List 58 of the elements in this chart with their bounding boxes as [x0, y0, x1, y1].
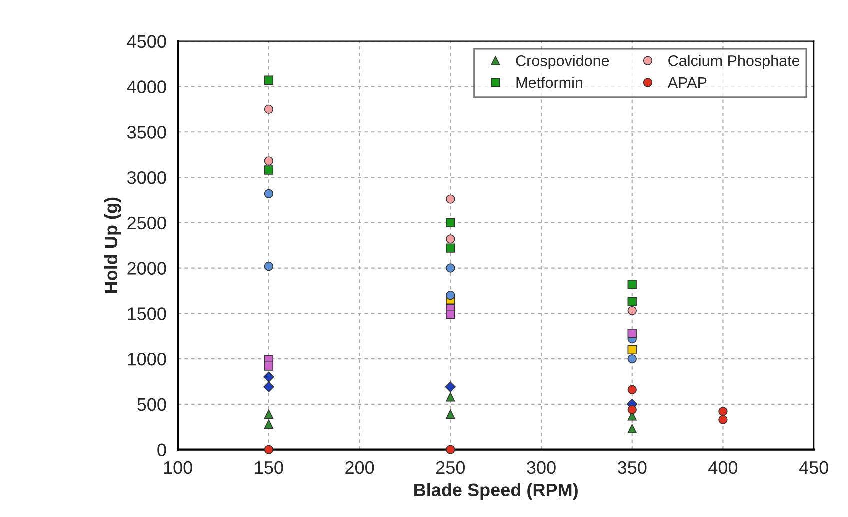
point: [446, 310, 456, 320]
point: [628, 354, 637, 364]
point: [628, 306, 637, 316]
y-tick-label: 3000: [127, 171, 166, 184]
point: [264, 382, 274, 392]
point: [264, 104, 274, 114]
point: [628, 297, 637, 306]
y-tick-label: 2500: [128, 216, 166, 230]
point: [446, 392, 456, 402]
point: [264, 262, 274, 272]
point: [718, 415, 728, 424]
legend-label: Calcium Phosphate: [668, 55, 800, 70]
point: [628, 345, 637, 355]
y-tick-label: 0: [158, 444, 166, 457]
point: [264, 410, 274, 419]
x-tick-label: 450: [799, 461, 828, 474]
y-tick-label: 500: [138, 398, 166, 412]
y-axis-title: Hold Up (g): [104, 198, 122, 293]
legend-label: Metformin: [516, 76, 582, 88]
y-tick-label: 3500: [127, 126, 166, 139]
point: [446, 290, 456, 300]
legend-label: APAP: [668, 78, 707, 88]
x-tick-label: 200: [346, 461, 374, 474]
point: [264, 166, 274, 175]
point: [264, 189, 274, 198]
point: [264, 156, 274, 166]
x-tick-label: 350: [618, 461, 647, 474]
y-tick-label: 1500: [128, 308, 166, 320]
y-tick-label: 4500: [127, 35, 166, 48]
y-tick-label: 4000: [127, 80, 166, 94]
point: [264, 76, 274, 85]
point: [628, 329, 637, 338]
x-tick-label: 300: [527, 461, 556, 474]
point: [446, 445, 456, 454]
point: [718, 407, 728, 416]
point: [446, 218, 456, 228]
x-tick-label: 400: [708, 461, 738, 474]
point: [264, 372, 274, 383]
legend-label: Crospovidone: [516, 55, 610, 70]
x-axis-title: Blade Speed (RPM): [414, 483, 578, 500]
point: [264, 362, 274, 371]
point: [446, 194, 456, 204]
point: [446, 244, 456, 253]
x-tick-label: 100: [164, 461, 192, 474]
point: [446, 410, 456, 419]
point: [628, 280, 637, 290]
point: [446, 264, 456, 273]
y-tick-label: 2000: [128, 262, 166, 275]
point: [628, 385, 637, 394]
y-tick-label: 1000: [128, 352, 166, 366]
point: [264, 420, 274, 429]
point: [628, 424, 637, 434]
x-tick-label: 250: [436, 461, 466, 474]
point: [628, 405, 637, 414]
point: [446, 234, 456, 244]
x-tick-label: 150: [255, 461, 284, 474]
point: [264, 445, 274, 454]
point: [445, 382, 456, 392]
